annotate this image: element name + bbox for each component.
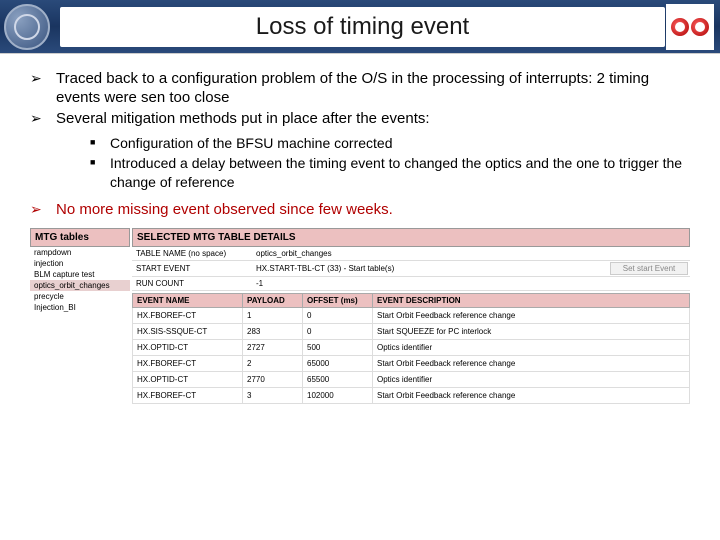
events-table-body: HX.FBOREF-CT10Start Orbit Feedback refer… [133,307,690,403]
mtg-details-panel: SELECTED MTG TABLE DETAILS TABLE NAME (n… [132,228,690,404]
mtg-tables-list: rampdowninjectionBLM capture testoptics_… [30,247,130,313]
mtg-tables-panel: MTG tables rampdowninjectionBLM capture … [30,228,130,404]
events-column-header: OFFSET (ms) [303,293,373,307]
mtg-list-item[interactable]: precycle [30,291,130,302]
table-cell: 2 [243,355,303,371]
table-cell: 102000 [303,387,373,403]
screenshot-tables: MTG tables rampdowninjectionBLM capture … [30,228,690,404]
table-cell: HX.SIS-SSQUE-CT [133,323,243,339]
accelerator-logo [666,4,714,50]
kv-row: START EVENTHX.START-TBL-CT (33) - Start … [132,261,690,277]
table-cell: 0 [303,323,373,339]
table-cell: 2770 [243,371,303,387]
table-cell: 500 [303,339,373,355]
ring-icon [691,18,709,36]
table-cell: 65500 [303,371,373,387]
bullet-3-text: No more missing event observed since few… [48,201,690,220]
slide-header: Loss of timing event [0,0,720,54]
mtg-tables-header: MTG tables [30,228,130,247]
mtg-list-item[interactable]: injection [30,258,130,269]
table-row: HX.FBOREF-CT265000Start Orbit Feedback r… [133,355,690,371]
table-cell: 1 [243,307,303,323]
events-table: EVENT NAMEPAYLOADOFFSET (ms)EVENT DESCRI… [132,293,690,404]
table-cell: Start Orbit Feedback reference change [373,387,690,403]
table-cell: Start SQUEEZE for PC interlock [373,323,690,339]
ring-icon [671,18,689,36]
kv-key: TABLE NAME (no space) [132,247,252,260]
mtg-details-kv: TABLE NAME (no space)optics_orbit_change… [132,247,690,291]
table-cell: HX.FBOREF-CT [133,387,243,403]
mtg-list-item[interactable]: BLM capture test [30,269,130,280]
events-column-header: PAYLOAD [243,293,303,307]
cern-logo [4,4,50,50]
mtg-list-item[interactable]: optics_orbit_changes [30,280,130,291]
sub-bullet-2: Introduced a delay between the timing ev… [90,154,690,190]
events-table-head: EVENT NAMEPAYLOADOFFSET (ms)EVENT DESCRI… [133,293,690,307]
sub-bullet-1-text: Configuration of the BFSU machine correc… [110,135,392,151]
table-cell: 0 [303,307,373,323]
events-column-header: EVENT DESCRIPTION [373,293,690,307]
table-cell: HX.FBOREF-CT [133,307,243,323]
table-cell: HX.OPTID-CT [133,339,243,355]
table-cell: 2727 [243,339,303,355]
table-row: HX.FBOREF-CT3102000Start Orbit Feedback … [133,387,690,403]
mtg-list-item[interactable]: rampdown [30,247,130,258]
mtg-details-header: SELECTED MTG TABLE DETAILS [132,228,690,247]
bullet-3-highlight: No more missing event observed since few… [30,201,690,220]
table-cell: HX.FBOREF-CT [133,355,243,371]
kv-row: TABLE NAME (no space)optics_orbit_change… [132,247,690,261]
kv-key: START EVENT [132,262,252,275]
table-row: HX.OPTID-CT277065500Optics identifier [133,371,690,387]
bullet-2: Several mitigation methods put in place … [30,110,690,129]
table-cell: Start Orbit Feedback reference change [373,355,690,371]
kv-row: RUN COUNT-1 [132,277,690,291]
table-cell: 3 [243,387,303,403]
table-cell: Optics identifier [373,371,690,387]
table-cell: 283 [243,323,303,339]
table-cell: 65000 [303,355,373,371]
table-row: HX.OPTID-CT2727500Optics identifier [133,339,690,355]
bullet-1-text: Traced back to a configuration problem o… [48,70,690,108]
table-cell: Optics identifier [373,339,690,355]
table-cell: HX.OPTID-CT [133,371,243,387]
kv-value: HX.START-TBL-CT (33) - Start table(s) [252,262,608,275]
events-column-header: EVENT NAME [133,293,243,307]
sub-bullet-1: Configuration of the BFSU machine correc… [90,134,690,152]
kv-value: optics_orbit_changes [252,247,690,260]
kv-value: -1 [252,277,690,290]
set-start-event-button[interactable]: Set start Event [610,262,688,275]
slide-body: Traced back to a configuration problem o… [0,54,720,410]
sub-bullets: Configuration of the BFSU machine correc… [90,134,690,191]
bullet-2-text: Several mitigation methods put in place … [48,110,690,129]
sub-bullet-2-text: Introduced a delay between the timing ev… [110,155,682,189]
table-row: HX.SIS-SSQUE-CT2830Start SQUEEZE for PC … [133,323,690,339]
kv-key: RUN COUNT [132,277,252,290]
table-cell: Start Orbit Feedback reference change [373,307,690,323]
slide-title: Loss of timing event [60,7,665,47]
table-row: HX.FBOREF-CT10Start Orbit Feedback refer… [133,307,690,323]
bullet-1: Traced back to a configuration problem o… [30,70,690,108]
mtg-list-item[interactable]: Injection_BI [30,302,130,313]
